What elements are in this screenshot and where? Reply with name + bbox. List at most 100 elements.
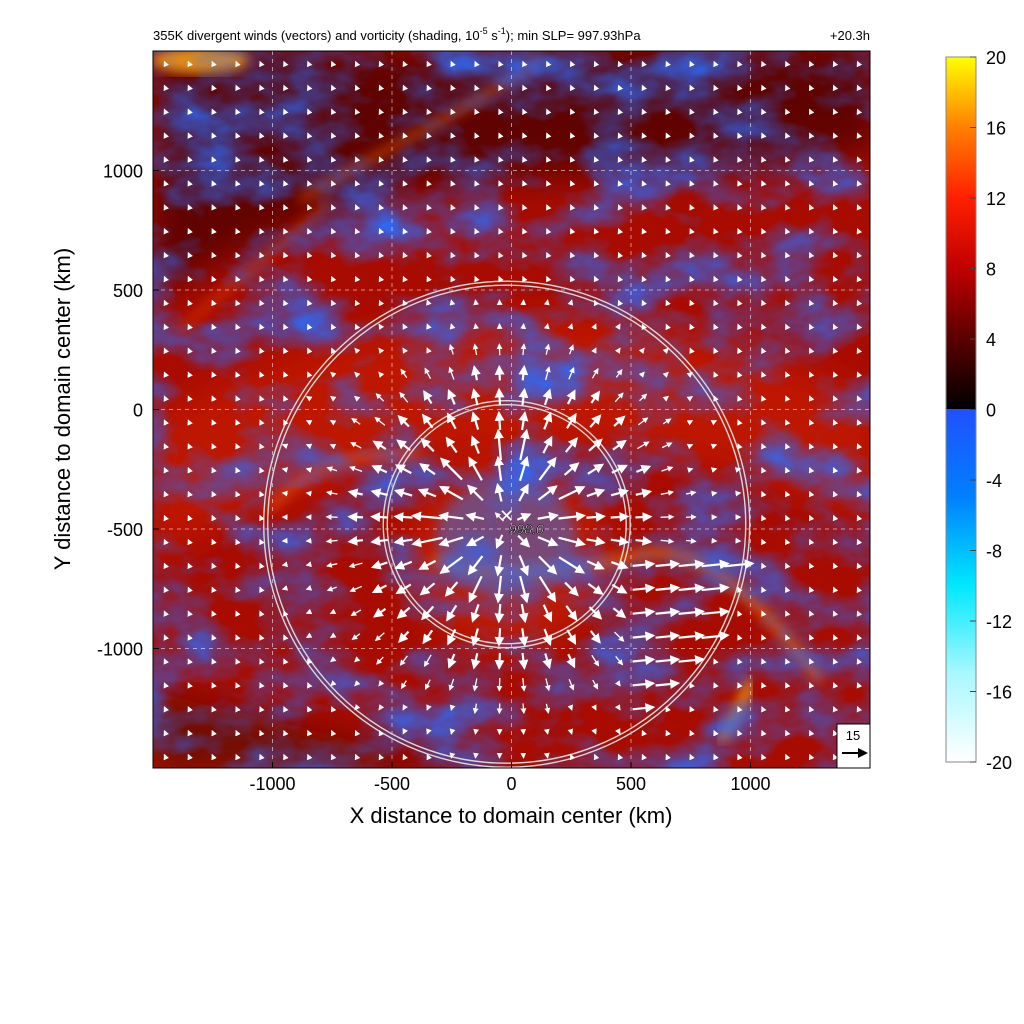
- wind-vector: [163, 251, 169, 259]
- wind-vector: [329, 632, 337, 639]
- wind-vector: [678, 631, 705, 642]
- wind-vector: [713, 156, 719, 163]
- wind-vector: [546, 156, 552, 163]
- wind-vector: [211, 538, 217, 546]
- wind-vector: [593, 275, 600, 283]
- wind-vector: [761, 371, 767, 378]
- wind-vector: [259, 610, 265, 617]
- wind-vector: [641, 108, 647, 116]
- wind-vector: [330, 275, 337, 283]
- wind-vector: [569, 204, 576, 211]
- wind-vector: [808, 586, 815, 594]
- wind-vector: [494, 482, 505, 502]
- wind-vector: [546, 60, 552, 68]
- wind-vector: [474, 275, 480, 283]
- wind-vector: [402, 704, 408, 711]
- wind-vector: [330, 60, 337, 68]
- wind-vector: [689, 251, 695, 259]
- wind-vector: [518, 387, 529, 406]
- wind-vector: [235, 156, 241, 163]
- wind-vector: [498, 251, 504, 259]
- wind-vector: [785, 729, 791, 737]
- x-axis-label: X distance to domain center (km): [350, 803, 673, 828]
- wind-vector: [546, 180, 552, 187]
- wind-vector: [307, 753, 313, 761]
- wind-vector: [259, 204, 265, 211]
- wind-vector: [686, 395, 694, 402]
- wind-vector: [655, 559, 681, 570]
- wind-vector: [163, 299, 169, 307]
- colorbar-tick-label: 16: [986, 119, 1006, 139]
- wind-vector: [785, 490, 791, 498]
- wind-vector: [330, 204, 337, 211]
- wind-vector: [614, 680, 621, 687]
- wind-vector: [808, 180, 815, 187]
- wind-vector: [305, 490, 312, 497]
- wind-vector: [808, 299, 815, 307]
- wind-vector: [808, 729, 815, 737]
- wind-vector: [281, 585, 289, 591]
- wind-vector: [689, 299, 695, 307]
- wind-vector: [593, 108, 600, 116]
- wind-vector: [542, 604, 553, 623]
- wind-vector: [808, 443, 815, 450]
- wind-vector: [325, 538, 338, 544]
- wind-vector: [378, 132, 385, 139]
- wind-vector: [235, 514, 241, 522]
- wind-vector: [211, 490, 217, 498]
- wind-vector: [378, 680, 385, 687]
- wind-vector: [330, 227, 337, 235]
- wind-vector: [235, 347, 241, 355]
- wind-vector: [450, 84, 456, 92]
- wind-vector: [378, 371, 385, 378]
- wind-vector: [471, 365, 481, 381]
- wind-vector: [832, 586, 839, 594]
- wind-vector: [330, 180, 337, 187]
- wind-vector: [591, 367, 599, 379]
- wind-vector: [737, 419, 743, 426]
- wind-vector: [785, 395, 791, 402]
- colorbar-tick-label: -20: [986, 753, 1012, 773]
- wind-vector: [589, 630, 601, 644]
- wind-vector: [856, 586, 863, 594]
- wind-vector: [617, 251, 624, 259]
- wind-vector: [832, 251, 839, 259]
- wind-vector: [832, 514, 839, 522]
- wind-vector: [546, 132, 552, 139]
- wind-vector: [397, 415, 410, 428]
- wind-vector: [259, 156, 265, 163]
- wind-vector: [259, 514, 265, 522]
- wind-vector: [211, 156, 217, 163]
- wind-vector: [546, 84, 552, 92]
- wind-vector: [283, 682, 289, 689]
- wind-vector: [785, 634, 791, 641]
- wind-vector: [591, 728, 597, 735]
- wind-vector: [450, 204, 456, 211]
- wind-vector: [330, 108, 337, 116]
- wind-vector: [737, 586, 743, 594]
- wind-vector: [307, 180, 313, 187]
- wind-vector: [283, 84, 289, 92]
- wind-vector: [187, 538, 193, 546]
- min-slp-label: 998.0: [509, 521, 544, 537]
- wind-vector: [350, 442, 362, 449]
- wind-vector: [326, 586, 337, 592]
- wind-vector: [330, 753, 337, 761]
- wind-vector: [563, 462, 580, 476]
- wind-vector: [665, 323, 671, 331]
- wind-vector: [349, 465, 363, 473]
- wind-vector: [785, 538, 791, 546]
- wind-vector: [665, 84, 671, 92]
- wind-vector: [330, 251, 337, 259]
- wind-vector: [593, 180, 600, 187]
- wind-vector: [713, 658, 719, 665]
- wind-vector: [543, 323, 550, 330]
- wind-vector: [832, 490, 839, 498]
- wind-vector: [163, 180, 169, 187]
- wind-vector: [566, 389, 576, 405]
- wind-vector: [522, 180, 528, 187]
- wind-vector: [438, 485, 464, 501]
- wind-vector: [587, 463, 605, 475]
- wind-vector: [495, 534, 505, 549]
- wind-vector: [615, 369, 623, 378]
